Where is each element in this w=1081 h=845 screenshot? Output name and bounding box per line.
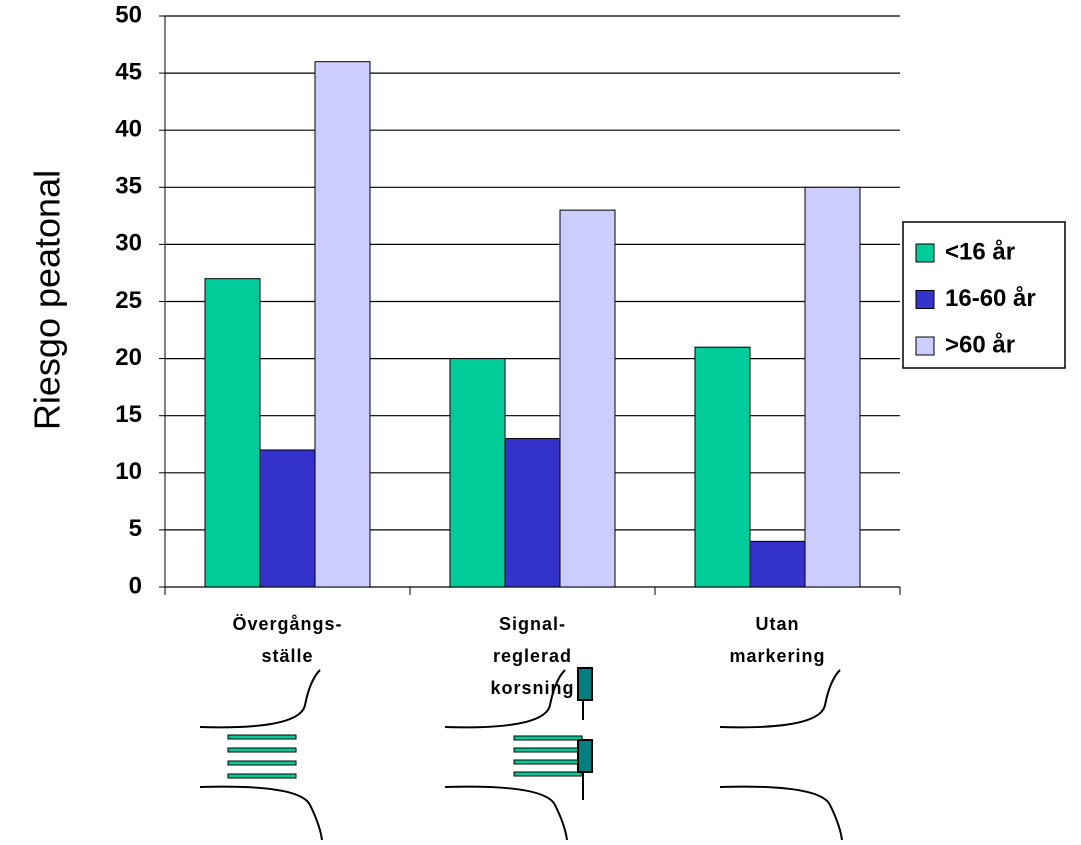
y-tick-label: 0 [129,572,142,599]
road-curve [719,669,841,729]
legend-swatch [915,243,935,263]
y-tick-label: 30 [115,230,142,257]
x-tick-label: Signal- reglerad korsning [490,614,575,698]
road-curve [719,785,843,841]
road-curve [444,785,568,841]
traffic-light [577,667,593,800]
bar [259,449,316,588]
illustrations [199,667,843,841]
y-tick-label: 10 [115,458,142,485]
y-tick-label: 40 [115,116,142,143]
legend-swatch [915,290,935,309]
bar [694,346,751,588]
legend-label: <16 år [945,238,1015,265]
bar [449,358,506,588]
road-curve [199,785,323,841]
y-tick-label: 20 [115,344,142,371]
y-tick-label: 5 [129,515,142,542]
y-tick-label: 50 [115,1,142,28]
road-curve [444,669,566,729]
bar [314,61,371,588]
bar [749,540,806,588]
road-curve [199,669,321,729]
bar [504,438,561,588]
crosswalk [227,734,583,779]
y-axis-title: Riesgo peatonal [27,170,68,430]
x-tick-label: Övergångs- ställe [232,614,343,666]
y-tick-label: 45 [115,58,142,85]
legend-label: >60 år [945,331,1015,358]
y-tick-label: 25 [115,287,142,314]
legend-label: 16-60 år [945,285,1036,312]
bar [559,209,616,588]
bar [804,186,861,588]
y-tick-label: 15 [115,401,142,428]
y-tick-label: 35 [115,173,142,200]
x-tick-label: Utan markering [729,614,826,666]
legend-swatch [915,336,935,356]
bar [204,278,261,588]
